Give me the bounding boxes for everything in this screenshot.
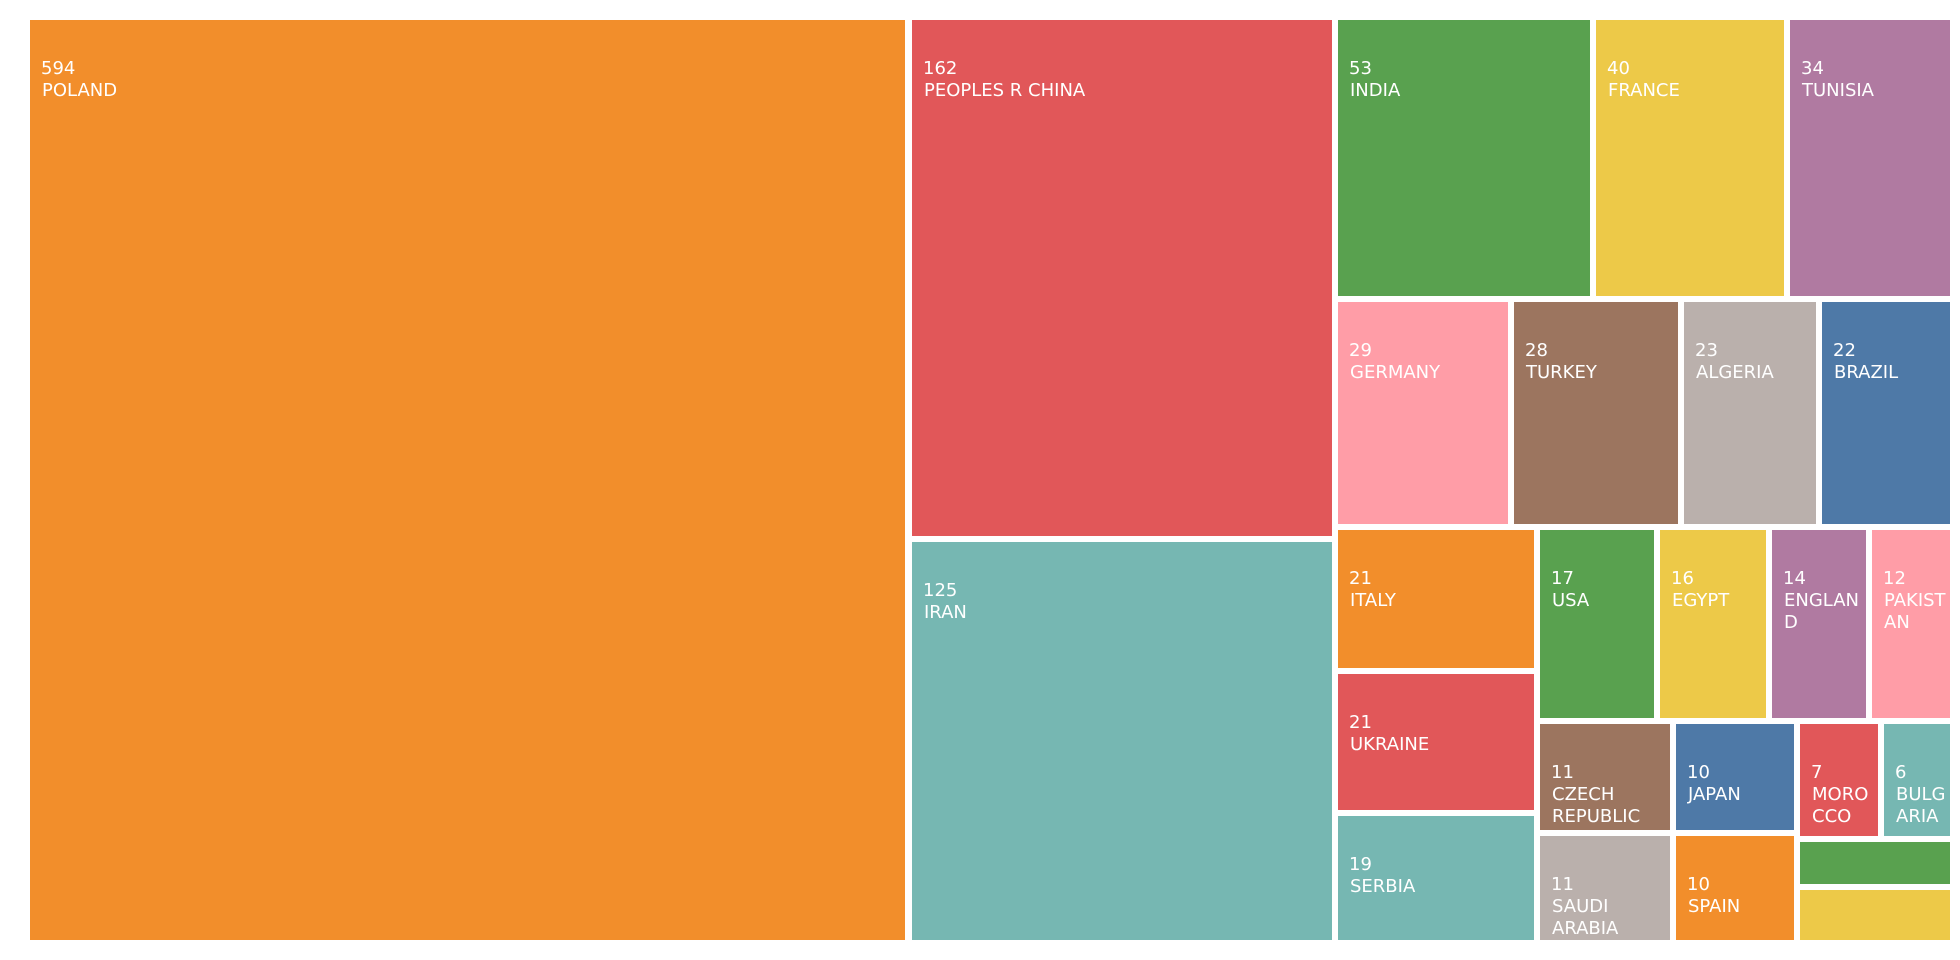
treemap-cell-name: JAPAN — [1688, 784, 1741, 805]
treemap-cell-label: 10 SPAIN — [1687, 874, 1740, 918]
treemap-cell-poland[interactable]: 594 POLAND — [30, 20, 905, 940]
treemap-cell-label: 12 PAKISTAN — [1883, 568, 1950, 634]
treemap-cell-value: 19 — [1349, 854, 1372, 875]
treemap-cell-value: 21 — [1349, 712, 1372, 733]
treemap-cell-italy[interactable]: 21 ITALY — [1338, 530, 1534, 668]
treemap-cell-value: 11 — [1551, 874, 1574, 895]
treemap-cell-unlabeled-24[interactable] — [1800, 890, 1950, 940]
treemap-cell-label: 594 POLAND — [41, 58, 117, 102]
treemap-cell-value: 23 — [1695, 340, 1718, 361]
treemap-cell-value: 14 — [1783, 568, 1806, 589]
treemap-cell-name: GERMANY — [1350, 362, 1441, 383]
treemap-cell-india[interactable]: 53 INDIA — [1338, 20, 1590, 296]
treemap-cell-label: 34 TUNISIA — [1801, 58, 1874, 102]
treemap-cell-value: 125 — [923, 580, 958, 601]
treemap-cell-france[interactable]: 40 FRANCE — [1596, 20, 1784, 296]
treemap-cell-label: 125 IRAN — [923, 580, 967, 624]
treemap-cell-unlabeled-23[interactable] — [1800, 842, 1950, 884]
treemap-cell-value: 162 — [923, 58, 958, 79]
treemap-cell-bulgaria[interactable]: 6 BULGARIA — [1884, 724, 1950, 836]
treemap-cell-label: 40 FRANCE — [1607, 58, 1680, 102]
treemap-cell-label: 6 BULGARIA — [1895, 762, 1950, 828]
treemap-cell-label: 53 INDIA — [1349, 58, 1400, 102]
treemap-cell-label: 10 JAPAN — [1687, 762, 1741, 806]
treemap-cell-name: CZECH REPUBLIC — [1552, 784, 1641, 827]
treemap-cell-name: BRAZIL — [1834, 362, 1899, 383]
treemap-cell-label: 17 USA — [1551, 568, 1589, 612]
treemap-cell-name: UKRAINE — [1350, 734, 1430, 755]
treemap-cell-label: 22 BRAZIL — [1833, 340, 1898, 384]
treemap-cell-peoples-r-china[interactable]: 162 PEOPLES R CHINA — [912, 20, 1332, 536]
treemap-cell-name: BULGARIA — [1896, 784, 1946, 827]
treemap-cell-value: 17 — [1551, 568, 1574, 589]
treemap-cell-ukraine[interactable]: 21 UKRAINE — [1338, 674, 1534, 810]
treemap-cell-spain[interactable]: 10 SPAIN — [1676, 836, 1794, 940]
treemap-cell-value: 10 — [1687, 762, 1710, 783]
treemap-cell-name: TUNISIA — [1802, 80, 1874, 101]
treemap-cell-germany[interactable]: 29 GERMANY — [1338, 302, 1508, 524]
treemap-cell-value: 29 — [1349, 340, 1372, 361]
treemap-cell-usa[interactable]: 17 USA — [1540, 530, 1654, 718]
treemap-cell-value: 7 — [1811, 762, 1823, 783]
treemap-cell-name: EGYPT — [1672, 590, 1730, 611]
treemap-cell-label: 29 GERMANY — [1349, 340, 1440, 384]
treemap-cell-name: IRAN — [924, 602, 967, 623]
treemap-cell-morocco[interactable]: 7 MOROCCO — [1800, 724, 1878, 836]
treemap-cell-label: 162 PEOPLES R CHINA — [923, 58, 1085, 102]
treemap-cell-value: 21 — [1349, 568, 1372, 589]
treemap-cell-value: 34 — [1801, 58, 1824, 79]
treemap-cell-label: 16 EGYPT — [1671, 568, 1729, 612]
treemap-cell-name: ENGLAND — [1784, 590, 1860, 633]
treemap-cell-name: ITALY — [1350, 590, 1396, 611]
treemap-cell-label: 11 SAUDI ARABIA — [1551, 874, 1670, 940]
treemap-cell-label: 7 MOROCCO — [1811, 762, 1878, 828]
treemap-cell-name: USA — [1552, 590, 1590, 611]
treemap-cell-name: PAKISTAN — [1884, 590, 1946, 633]
treemap-cell-label: 11 CZECH REPUBLIC — [1551, 762, 1670, 828]
treemap-cell-value: 594 — [41, 58, 76, 79]
treemap-cell-value: 28 — [1525, 340, 1548, 361]
treemap-cell-name: SAUDI ARABIA — [1552, 896, 1619, 939]
treemap-cell-label: 21 UKRAINE — [1349, 712, 1429, 756]
treemap-cell-turkey[interactable]: 28 TURKEY — [1514, 302, 1678, 524]
treemap-cell-pakistan[interactable]: 12 PAKISTAN — [1872, 530, 1950, 718]
treemap-cell-algeria[interactable]: 23 ALGERIA — [1684, 302, 1816, 524]
treemap-cell-brazil[interactable]: 22 BRAZIL — [1822, 302, 1950, 524]
treemap-cell-name: MOROCCO — [1812, 784, 1869, 827]
treemap-cell-japan[interactable]: 10 JAPAN — [1676, 724, 1794, 830]
treemap-cell-name: PEOPLES R CHINA — [924, 80, 1086, 101]
treemap-cell-value: 40 — [1607, 58, 1630, 79]
treemap-cell-value: 16 — [1671, 568, 1694, 589]
treemap-cell-label: 28 TURKEY — [1525, 340, 1597, 384]
treemap-cell-name: TURKEY — [1526, 362, 1597, 383]
treemap-cell-name: SPAIN — [1688, 896, 1741, 917]
treemap-cell-name: INDIA — [1350, 80, 1401, 101]
treemap-cell-label: 19 SERBIA — [1349, 854, 1415, 898]
treemap-cell-name: ALGERIA — [1696, 362, 1774, 383]
treemap-cell-value: 6 — [1895, 762, 1907, 783]
treemap-cell-tunisia[interactable]: 34 TUNISIA — [1790, 20, 1950, 296]
treemap-cell-serbia[interactable]: 19 SERBIA — [1338, 816, 1534, 940]
treemap-cell-name: POLAND — [42, 80, 118, 101]
treemap-cell-egypt[interactable]: 16 EGYPT — [1660, 530, 1766, 718]
treemap-cell-czech-republic[interactable]: 11 CZECH REPUBLIC — [1540, 724, 1670, 830]
treemap-cell-saudi-arabia[interactable]: 11 SAUDI ARABIA — [1540, 836, 1670, 940]
treemap-cell-label: 21 ITALY — [1349, 568, 1396, 612]
treemap-cell-value: 12 — [1883, 568, 1906, 589]
treemap-cell-value: 10 — [1687, 874, 1710, 895]
treemap-cell-iran[interactable]: 125 IRAN — [912, 542, 1332, 940]
treemap-cell-value: 22 — [1833, 340, 1856, 361]
treemap-cell-label: 23 ALGERIA — [1695, 340, 1774, 384]
treemap-cell-value: 11 — [1551, 762, 1574, 783]
treemap-cell-value: 53 — [1349, 58, 1372, 79]
treemap-cell-name: SERBIA — [1350, 876, 1416, 897]
treemap-cell-england[interactable]: 14 ENGLAND — [1772, 530, 1866, 718]
treemap-cell-label: 14 ENGLAND — [1783, 568, 1866, 634]
treemap-cell-name: FRANCE — [1608, 80, 1680, 101]
